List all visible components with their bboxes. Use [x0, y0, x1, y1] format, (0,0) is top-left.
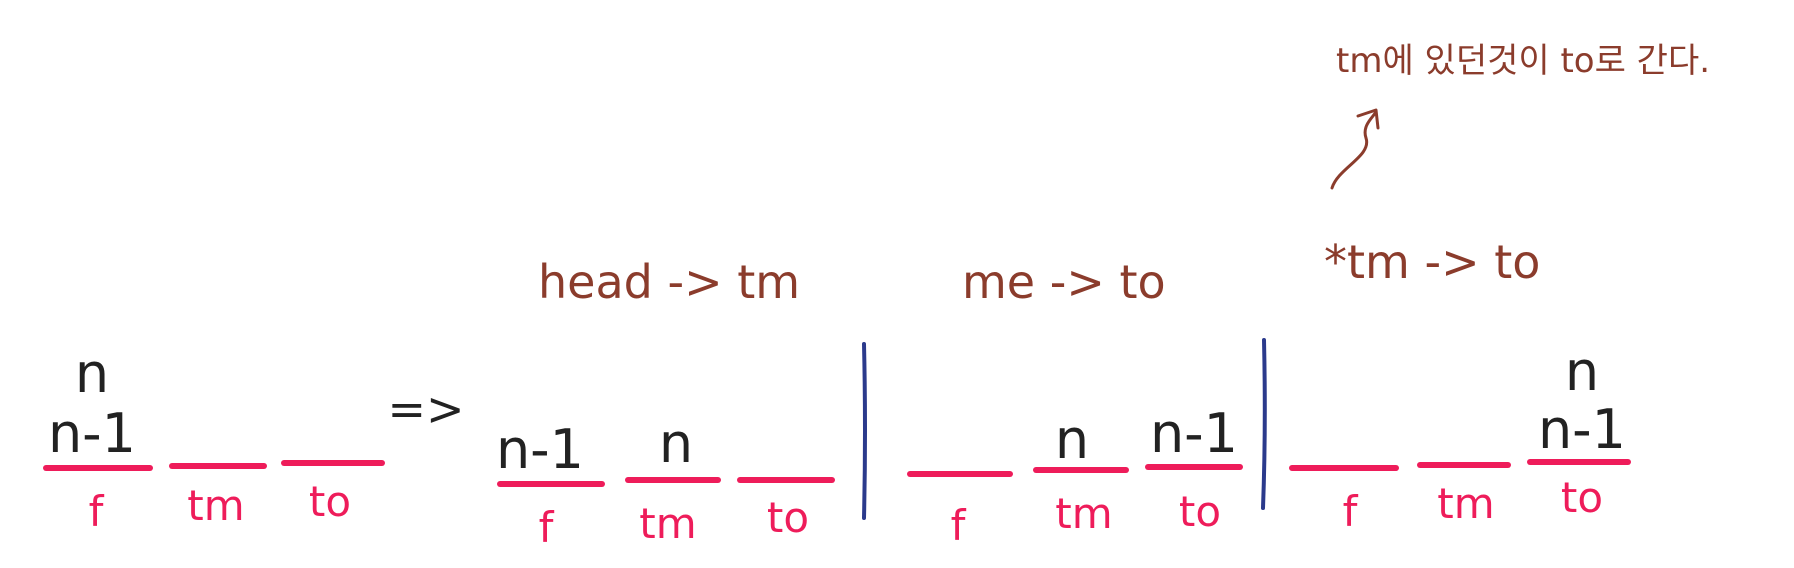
step3-disk-tm: n [1055, 408, 1089, 471]
step4-peg-tm-label: tm [1437, 479, 1494, 528]
step1-peg-tm-label: tm [187, 481, 244, 530]
step-divider-2 [1261, 338, 1267, 510]
step3-peg-to-label: to [1179, 487, 1221, 536]
step-1-initial: n n-1 f tm to [43, 342, 385, 536]
step1-disk-top: n [75, 342, 109, 405]
step3-peg-f-label: f [951, 501, 967, 550]
step1-peg-to-label: to [309, 477, 351, 526]
step3-disk-to: n-1 [1150, 402, 1238, 465]
transition-arrow: => [387, 382, 464, 436]
step1-disk-bottom: n-1 [48, 402, 136, 465]
step4-peg-to-label: to [1561, 473, 1603, 522]
step4-note-arrow [1330, 108, 1380, 190]
step2-disk-f: n-1 [496, 418, 584, 481]
step4-disk-top: n [1565, 340, 1599, 403]
step2-peg-to-label: to [767, 493, 809, 542]
step4-disk-bottom: n-1 [1538, 398, 1626, 461]
step1-peg-f-label: f [89, 487, 105, 536]
step2-disk-tm: n [659, 412, 693, 475]
step2-caption: head -> tm [538, 255, 800, 309]
step-3-me-to-to: me -> to n n-1 f tm to [907, 255, 1243, 550]
step3-caption: me -> to [962, 255, 1166, 309]
step-2-head-to-tm: head -> tm n-1 n f tm to [496, 255, 835, 552]
step-4-tm-to-to: tm에 있던것이 to로 간다. *tm -> to n n-1 f tm to [1289, 41, 1710, 536]
step2-peg-f-label: f [539, 503, 555, 552]
step4-note: tm에 있던것이 to로 간다. [1336, 41, 1710, 81]
step-divider-1 [862, 342, 867, 520]
step4-peg-f-label: f [1343, 487, 1359, 536]
step2-peg-tm-label: tm [639, 499, 696, 548]
step3-peg-tm-label: tm [1055, 489, 1112, 538]
step4-caption: *tm -> to [1324, 235, 1540, 289]
